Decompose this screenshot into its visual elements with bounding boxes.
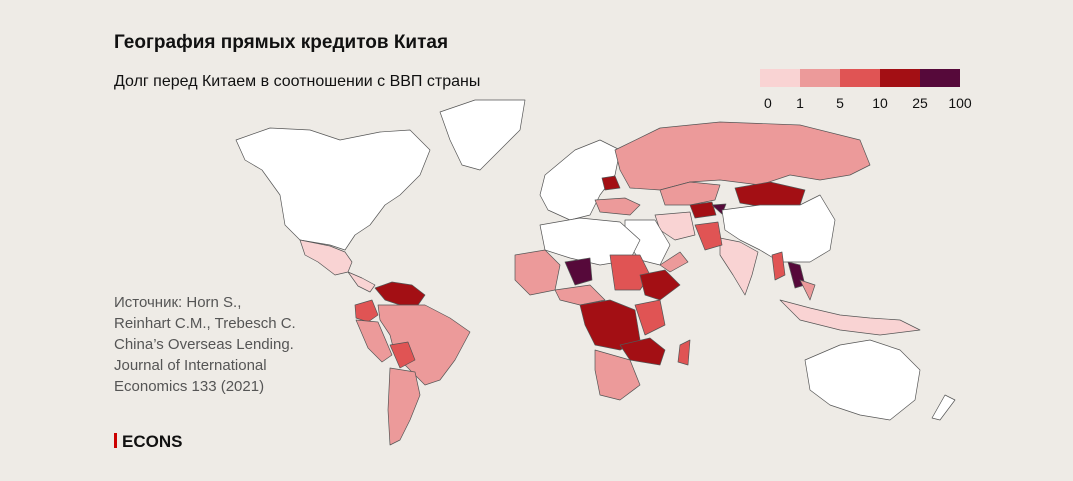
legend-tick-label: 5	[836, 95, 844, 111]
country	[601, 175, 621, 191]
country	[389, 341, 416, 369]
legend: 0 1 5 10 25 100	[760, 69, 972, 111]
country	[439, 99, 526, 171]
country	[619, 337, 666, 366]
country	[931, 394, 956, 421]
legend-tick-label: 100	[948, 95, 972, 111]
legend-swatch	[800, 69, 840, 87]
country	[564, 257, 593, 286]
country	[594, 197, 641, 216]
country	[347, 271, 376, 293]
country	[677, 339, 691, 366]
country	[374, 281, 426, 306]
legend-tick-label: 25	[912, 95, 928, 111]
country	[354, 299, 379, 323]
source-line: Источник: Horn S.,	[114, 294, 241, 311]
country	[719, 237, 759, 296]
country	[659, 181, 721, 206]
country	[659, 251, 689, 273]
legend-tick-label: 10	[872, 95, 888, 111]
legend-swatch	[760, 69, 800, 87]
source-line: Journal of International	[114, 357, 267, 374]
country	[799, 279, 816, 301]
source-line: Economics 133 (2021)	[114, 378, 264, 395]
country	[594, 349, 641, 401]
legend-swatch	[920, 69, 960, 87]
country	[387, 367, 421, 446]
legend-tick-label: 0	[764, 95, 772, 111]
source-line: Reinhart C.M., Trebesch C.	[114, 315, 296, 332]
country	[377, 304, 471, 386]
logo-bar	[114, 433, 117, 448]
country	[539, 139, 621, 221]
source: Источник: Horn S., Reinhart C.M., Trebesc…	[114, 294, 296, 395]
country	[639, 269, 681, 301]
country	[554, 284, 606, 306]
source-line: China’s Overseas Lending.	[114, 336, 294, 353]
country	[804, 339, 921, 421]
country	[694, 221, 723, 251]
country	[771, 251, 786, 281]
oceania	[804, 339, 956, 421]
country	[235, 127, 431, 251]
legend-swatch	[880, 69, 920, 87]
world-map	[235, 99, 921, 446]
logo: ECONS	[122, 432, 182, 451]
country	[355, 319, 393, 363]
country	[779, 299, 921, 336]
country	[614, 121, 871, 191]
legend-tick-label: 1	[796, 95, 804, 111]
country	[721, 194, 836, 263]
legend-swatch	[840, 69, 880, 87]
title: География прямых кредитов Китая	[114, 32, 448, 53]
country	[689, 201, 717, 219]
subtitle: Долг перед Китаем в соотношении с ВВП ст…	[114, 73, 480, 90]
country	[634, 299, 666, 336]
